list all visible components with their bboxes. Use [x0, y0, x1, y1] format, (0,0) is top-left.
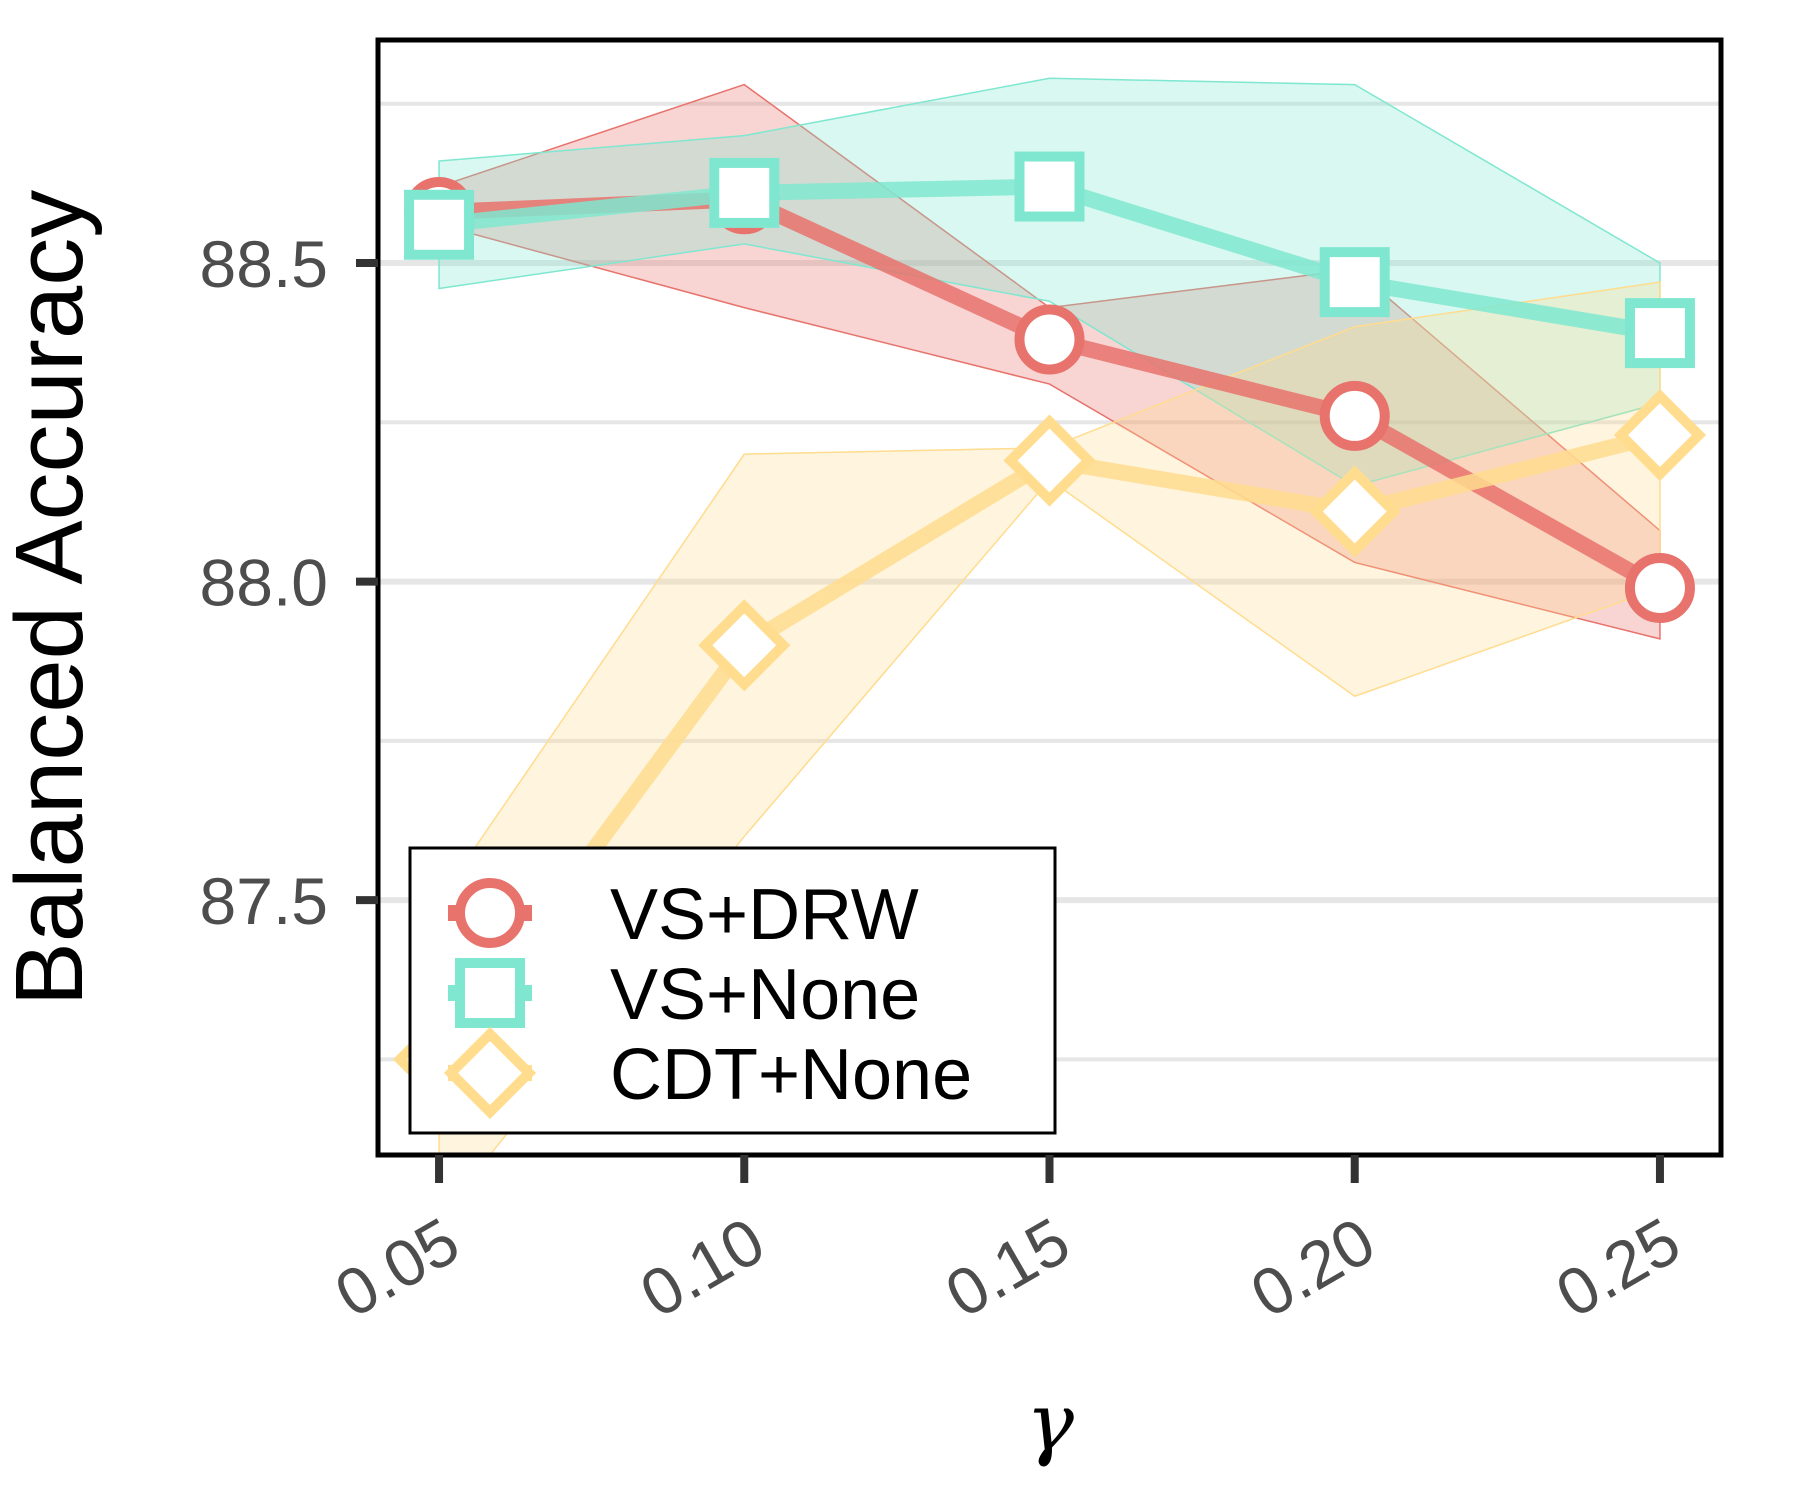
legend-swatch-marker-0: [455, 878, 525, 948]
x-tick-label-0: 0.05: [323, 1203, 471, 1331]
series-2-point-2: [1003, 414, 1096, 507]
series-0-point-4: [1624, 552, 1695, 623]
legend-swatch-marker-2: [443, 1026, 537, 1120]
x-axis-label: γ: [1026, 1376, 1074, 1469]
y-tick-label-1: 88.0: [200, 546, 328, 620]
series-0-point-2: [1014, 304, 1085, 375]
series-2-point-4: [1613, 388, 1707, 482]
series-1-point-2: [1014, 151, 1085, 222]
x-tick-label-1: 0.10: [628, 1203, 776, 1331]
y-tick-label-2: 88.5: [200, 227, 328, 301]
series-2-point-1: [698, 599, 791, 692]
series-1-point-3: [1319, 247, 1390, 318]
legend-swatch-marker-1: [455, 958, 525, 1028]
series-0-point-3: [1319, 380, 1390, 451]
series-markers: [392, 151, 1707, 1106]
y-tick-label-0: 87.5: [200, 864, 328, 938]
legend-label-2: CDT+None: [610, 1035, 972, 1115]
series-1-point-4: [1624, 298, 1695, 369]
x-tick-label-2: 0.15: [933, 1203, 1081, 1331]
legend-label-0: VS+DRW: [610, 875, 919, 955]
x-tick-label-4: 0.25: [1544, 1203, 1692, 1331]
series-1-point-0: [404, 189, 475, 260]
x-axis: 0.05 0.10 0.15 0.20 0.25: [323, 1155, 1692, 1331]
series-2-point-3: [1308, 465, 1401, 558]
legend-label-1: VS+None: [610, 955, 920, 1035]
y-axis-label: Balanced Accuracy: [0, 190, 103, 1006]
x-tick-label-3: 0.20: [1238, 1203, 1386, 1331]
series-1-point-1: [709, 157, 780, 228]
y-axis: 87.5 88.0 88.5: [200, 227, 378, 938]
